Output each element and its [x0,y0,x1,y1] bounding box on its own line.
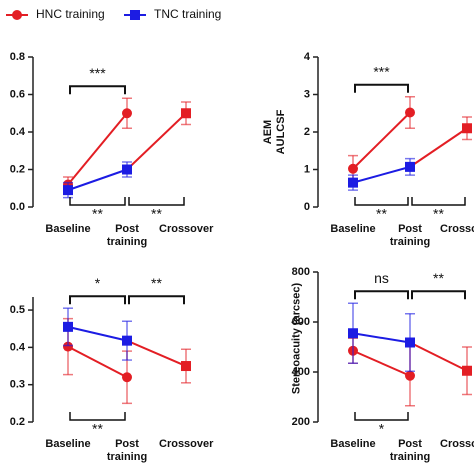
y-tick-label: 800 [292,266,310,278]
series-segment [126,112,187,171]
x-tick-label: Baseline [330,438,376,450]
x-tick-label: Post training [106,438,148,463]
y-tick-label: 2 [304,126,310,138]
data-point [181,108,191,119]
y-tick-label: 0.2 [10,163,25,175]
y-tick-label: 4 [304,51,311,63]
y-tick-label: 3 [304,88,310,100]
y-tick-label: 0.3 [10,379,25,391]
y-axis-label: Stereoacuity (arcsec) [290,282,303,395]
x-tick-label: Post training [389,223,431,248]
data-point [122,335,132,346]
x-tick-label: Post training [389,438,431,463]
x-tick-label: Baseline [45,438,91,450]
series-segment [67,112,128,186]
y-tick-label: 600 [292,316,310,328]
y-tick-label: 0.8 [10,51,25,63]
significance-label: ** [92,421,103,437]
significance-bracket [69,295,126,305]
significance-label: ** [433,270,444,286]
series-segment [126,339,187,367]
data-point [122,164,132,175]
data-point [348,328,358,339]
significance-label: * [379,421,385,437]
data-point [348,163,358,174]
y-tick-label: 0 [304,201,310,213]
x-tick-label: Crossover [440,438,474,450]
significance-bracket [128,197,185,206]
significance-label: ** [151,275,162,291]
significance-label: *** [89,65,106,81]
series-segment [352,349,411,377]
series-segment [67,168,128,192]
y-tick-label: 400 [292,366,310,378]
significance-bracket [69,197,126,206]
legend-marker [130,10,140,20]
x-tick-label: Crossover [159,438,214,450]
y-tick-label: 0.4 [10,126,26,138]
series-segment [352,111,411,170]
y-tick-label: 1 [304,163,310,175]
data-point [63,341,73,352]
significance-label: ** [92,206,103,222]
y-tick-label: 0.0 [10,201,25,213]
data-point [405,107,415,118]
significance-bracket [128,295,185,305]
x-tick-label: Crossover [159,223,214,235]
series-segment [352,165,411,184]
data-point [348,177,358,188]
legend-label: TNC training [154,7,222,21]
data-point [405,161,415,172]
significance-label: ** [151,206,162,222]
y-tick-label: 200 [292,416,310,428]
significance-bracket [411,290,466,300]
y-tick-label: 0.4 [10,341,26,353]
x-tick-label: Baseline [45,223,91,235]
series-segment [409,341,468,372]
significance-label: ns [374,270,389,286]
data-point [462,123,472,134]
significance-label: ** [376,206,387,222]
y-axis-label: AEM AULCSF [262,109,287,155]
data-point [63,321,73,332]
data-point [181,361,191,372]
x-tick-label: Crossover [440,223,474,235]
series-segment [67,345,128,379]
significance-bracket [354,290,409,300]
y-tick-label: 0.6 [10,88,25,100]
legend-marker [12,10,22,20]
y-tick-label: 0.5 [10,304,25,316]
significance-bracket [354,412,409,421]
data-point [405,370,415,381]
significance-bracket [69,85,126,95]
legend-label: HNC training [36,7,105,21]
series-segment [352,332,411,344]
data-point [63,185,73,196]
significance-bracket [411,197,466,206]
x-tick-label: Post training [106,223,148,248]
series-segment [409,127,468,168]
x-tick-label: Baseline [330,223,376,235]
data-point [122,108,132,119]
significance-label: *** [373,63,390,79]
data-point [405,337,415,348]
significance-bracket [354,83,409,93]
y-tick-label: 0.2 [10,416,25,428]
data-point [462,365,472,376]
significance-bracket [354,197,409,206]
significance-label: ** [433,206,444,222]
series-segment [67,325,128,342]
significance-label: * [95,275,101,291]
significance-bracket [69,412,126,421]
data-point [122,372,132,383]
